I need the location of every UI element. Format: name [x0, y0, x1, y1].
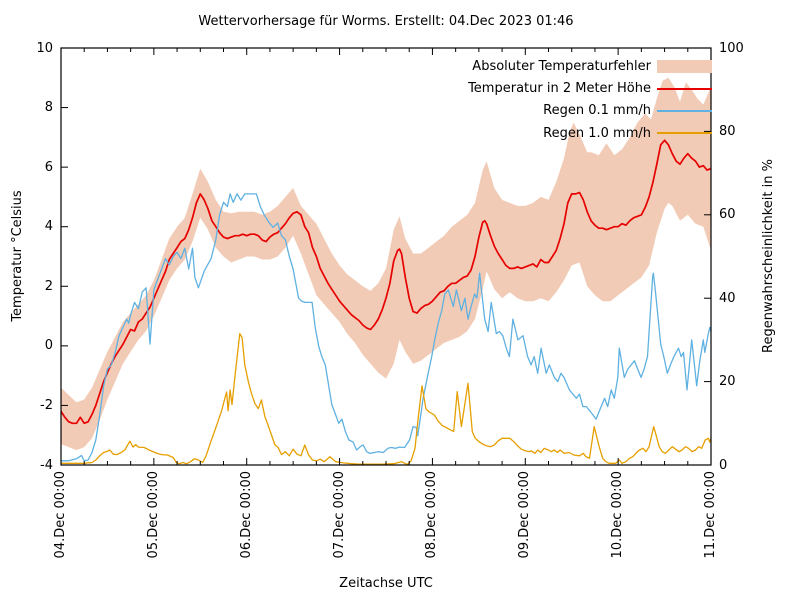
- chart-title: Wettervorhersage für Worms. Erstellt: 04…: [198, 14, 574, 29]
- y-right-tick-label: 60: [719, 207, 736, 223]
- x-tick-label: 05.Dec 00:00: [145, 471, 161, 559]
- series-line-orange: [61, 332, 712, 466]
- y-right-tick-label: 0: [719, 457, 728, 473]
- x-tick-label: 06.Dec 00:00: [238, 471, 254, 559]
- red-line-swatch-icon: [657, 87, 712, 90]
- legend-entry-temperature: Temperatur in 2 Meter Höhe: [430, 77, 712, 99]
- legend-label: Regen 0.1 mm/h: [543, 103, 651, 119]
- x-tick-label: 11.Dec 00:00: [703, 471, 718, 559]
- y-axis-label-right: Regenwahrscheinlichkeit in %: [761, 159, 776, 353]
- legend-label: Temperatur in 2 Meter Höhe: [468, 81, 651, 97]
- y-right-tick-label: 100: [719, 40, 744, 56]
- legend-entry-rain-10: Regen 1.0 mm/h: [430, 122, 712, 144]
- y-left-tick-label: 8: [44, 100, 53, 116]
- series-line-red: [60, 139, 712, 425]
- legend-label: Regen 1.0 mm/h: [543, 125, 651, 141]
- series-band-band: [61, 77, 711, 451]
- blue-line-swatch-icon: [657, 109, 712, 112]
- y-left-tick-label: 10: [36, 40, 53, 56]
- orange-line-swatch-icon: [657, 132, 712, 135]
- x-tick-label: 07.Dec 00:00: [331, 471, 347, 559]
- x-tick-label: 10.Dec 00:00: [610, 471, 626, 559]
- x-tick-label: 04.Dec 00:00: [53, 471, 68, 559]
- legend-label: Absoluter Temperaturfehler: [472, 58, 651, 74]
- legend: Absoluter Temperaturfehler Temperatur in…: [430, 55, 712, 145]
- x-tick-label: 09.Dec 00:00: [517, 471, 533, 559]
- y-axis-label-left: Temperatur °Celsius: [10, 190, 25, 322]
- y-left-tick-label: 0: [44, 338, 53, 354]
- y-right-tick-label: 20: [719, 374, 736, 390]
- x-tick-label: 08.Dec 00:00: [424, 471, 440, 559]
- y-left-tick-label: 6: [44, 159, 53, 175]
- y-left-tick-label: -4: [40, 457, 53, 473]
- x-axis-label: Zeitachse UTC: [339, 576, 433, 591]
- legend-entry-temperature-error: Absoluter Temperaturfehler: [430, 55, 712, 77]
- y-left-tick-label: 2: [44, 278, 53, 294]
- legend-entry-rain-01: Regen 0.1 mm/h: [430, 100, 712, 122]
- y-left-tick-label: 4: [44, 219, 53, 235]
- y-right-tick-label: 40: [719, 290, 736, 306]
- y-left-tick-label: -2: [40, 397, 53, 413]
- y-right-tick-label: 80: [719, 123, 736, 139]
- band-swatch-icon: [657, 59, 712, 73]
- series-line-blue: [61, 193, 712, 462]
